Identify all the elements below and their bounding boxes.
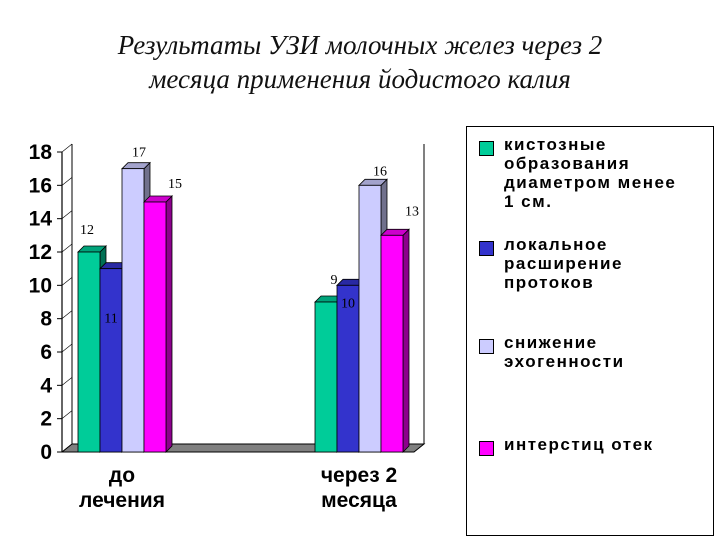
y-axis-tick-depth (61, 210, 73, 219)
y-tick-label: 14 (29, 208, 53, 231)
y-axis-tick-depth (61, 443, 73, 453)
bar-front (314, 301, 338, 453)
y-tick-label: 10 (29, 274, 52, 297)
y-axis-tick-depth (61, 377, 73, 386)
y-tick-label: 12 (29, 241, 52, 264)
bar-front (143, 201, 167, 453)
y-tick-label: 18 (29, 141, 53, 164)
y-axis-tick-depth (61, 243, 73, 253)
legend-swatch (479, 141, 494, 156)
data-label: 11 (104, 312, 117, 327)
bar-front (77, 251, 101, 453)
y-tick-label: 8 (40, 308, 52, 331)
legend-item: интерстиц отек (479, 435, 654, 456)
data-label: 17 (132, 146, 146, 161)
chart-legend: кистозные образования диаметром менее 1 … (466, 126, 714, 536)
data-label: 13 (405, 204, 419, 219)
bar-front (121, 168, 145, 453)
y-tick-label: 16 (29, 174, 52, 197)
data-label: 16 (373, 164, 387, 179)
chart-title-line-1: Результаты УЗИ молочных желез через 2 (117, 30, 603, 60)
bar-front (99, 268, 123, 453)
legend-swatch (479, 339, 494, 354)
y-axis-tick-depth (61, 277, 73, 286)
chart-bars (77, 161, 410, 453)
x-tick-label-line: месяца (321, 489, 397, 512)
bar-front (380, 234, 404, 453)
bar-side (402, 228, 410, 453)
chart-title: Результаты УЗИ молочных желез через 2 ме… (0, 28, 720, 96)
chart-title-line-2: месяца применения йодистого калия (149, 64, 571, 94)
x-tick-label-line: лечения (79, 489, 165, 512)
y-axis-tick-depth (61, 310, 73, 319)
y-axis-tick-depth (61, 143, 73, 153)
bar-front (358, 184, 382, 453)
legend-item: локальное расширение протоков (479, 235, 623, 292)
x-tick-label: до лечения (79, 464, 165, 512)
data-label: 9 (331, 273, 338, 288)
legend-swatch (479, 241, 494, 256)
y-tick-label: 4 (40, 374, 52, 397)
data-label: 12 (80, 223, 94, 238)
y-axis-tick-depth (61, 343, 73, 353)
x-tick-label: через 2 месяца (321, 464, 397, 512)
legend-item: снижение эхогенности (479, 333, 625, 371)
data-label: 10 (341, 296, 355, 311)
y-tick-label: 2 (40, 408, 52, 431)
bar-side (165, 195, 173, 453)
y-axis-tick-depth (61, 410, 73, 419)
y-tick-label: 6 (40, 341, 52, 364)
bar (143, 195, 173, 453)
bar (380, 228, 410, 453)
y-tick-label: 0 (40, 441, 52, 464)
x-tick-label-line: через 2 (321, 464, 397, 487)
legend-label: снижение эхогенности (504, 333, 625, 371)
legend-swatch (479, 441, 494, 456)
legend-item: кистозные образования диаметром менее 1 … (479, 135, 676, 211)
legend-label: локальное расширение протоков (504, 235, 623, 292)
legend-label: интерстиц отек (504, 435, 654, 454)
data-label: 15 (168, 177, 182, 192)
y-axis-tick-depth (61, 177, 73, 186)
legend-label: кистозные образования диаметром менее 1 … (504, 135, 677, 211)
x-tick-label-line: до (109, 464, 135, 487)
